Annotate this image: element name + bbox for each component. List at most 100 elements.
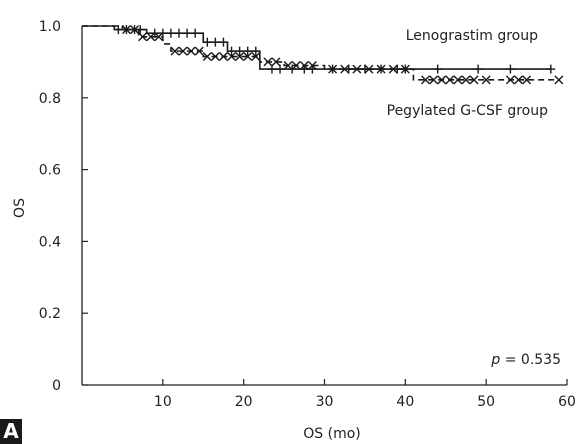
censor-plus-mark [235, 46, 245, 56]
censor-x-mark [178, 46, 188, 56]
censor-plus-mark [546, 64, 556, 74]
censor-x-stroke-b [421, 75, 431, 85]
censor-x-mark [291, 60, 301, 70]
p-value-symbol: p [490, 352, 500, 368]
censor-x-mark [186, 46, 196, 56]
censor-x-stroke-b [328, 64, 338, 74]
censor-x-stroke-b [170, 46, 180, 56]
censor-x-stroke-b [340, 64, 350, 74]
censor-x-stroke-b [481, 75, 491, 85]
y-axis-title: OS [12, 198, 28, 218]
p-value-annotation: p = 0.535 [490, 352, 561, 368]
censor-x-mark [514, 75, 523, 85]
y-tick-label: 1.0 [39, 19, 61, 35]
censor-x-mark [554, 75, 564, 85]
censor-x-mark [154, 32, 164, 42]
x-tick-label: 20 [235, 394, 253, 410]
censor-x-mark [445, 75, 455, 85]
censor-x-mark [469, 75, 479, 85]
censor-x-mark [352, 64, 362, 74]
censor-x-mark [429, 75, 439, 85]
censor-plus-mark [135, 25, 145, 35]
censor-x-mark [522, 75, 532, 85]
censor-plus-mark [210, 37, 220, 47]
censor-x-mark [271, 57, 281, 67]
censor-x-mark [283, 60, 293, 70]
censor-plus-mark [174, 28, 184, 38]
censor-x-mark [210, 52, 220, 62]
censor-plus-mark [267, 64, 277, 74]
censor-x-mark [263, 57, 273, 67]
censor-x-mark [437, 75, 447, 85]
y-tick-label: 0 [52, 378, 61, 394]
censor-x-mark [461, 75, 471, 85]
censor-x-mark [307, 60, 317, 70]
censor-x-mark [421, 75, 431, 85]
y-tick-label: 0.8 [39, 91, 61, 107]
censor-plus-mark [251, 46, 261, 56]
censor-plus-mark [182, 28, 192, 38]
censor-x-mark [218, 52, 228, 62]
censor-x-mark [299, 60, 309, 70]
x-tick-label: 40 [396, 394, 414, 410]
censor-plus-mark [473, 64, 483, 74]
censor-x-mark [453, 75, 463, 85]
censor-x-mark [388, 64, 398, 74]
censor-x-stroke-b [251, 52, 261, 62]
censor-x-stroke-b [263, 57, 273, 67]
censor-x-stroke-b [291, 60, 301, 70]
censor-x-stroke-b [445, 75, 455, 85]
censor-x-stroke-b [469, 75, 479, 85]
censor-plus-mark [243, 46, 253, 56]
censor-x-mark [170, 46, 180, 56]
censor-x-stroke-b [505, 75, 515, 85]
y-tick-label: 0.6 [39, 163, 61, 179]
censor-x-stroke-b [352, 64, 362, 74]
censor-marks [113, 25, 564, 85]
legend-pegylated: Pegylated G-CSF group [387, 103, 548, 119]
censor-x-stroke-b [202, 52, 212, 62]
censor-x-stroke-b [218, 52, 228, 62]
censor-x-stroke-b [453, 75, 463, 85]
censor-x-stroke-b [429, 75, 439, 85]
censor-plus-mark [505, 64, 515, 74]
censor-plus-mark [344, 64, 354, 74]
censor-plus-mark [227, 46, 237, 56]
censor-x-mark [202, 52, 212, 62]
censor-x-stroke-b [121, 25, 131, 35]
censor-x-stroke-b [210, 52, 220, 62]
censor-x-stroke-b [186, 46, 196, 56]
y-tick-label: 0.4 [39, 234, 61, 250]
censor-x-stroke-b [194, 46, 204, 56]
censor-plus-mark [275, 64, 285, 74]
censor-x-mark [138, 32, 148, 42]
censor-plus-mark [218, 37, 228, 47]
censor-x-stroke-b [307, 60, 317, 70]
censor-x-mark [121, 25, 131, 35]
censor-x-mark [328, 64, 338, 74]
censor-x-stroke-b [227, 52, 237, 62]
censor-x-stroke-b [243, 52, 253, 62]
censor-x-mark [364, 64, 374, 74]
censor-x-stroke-b [400, 64, 410, 74]
censor-x-stroke-b [178, 46, 188, 56]
censor-x-stroke-b [376, 64, 386, 74]
censor-x-stroke-b [437, 75, 447, 85]
y-tick-label: 0.2 [39, 306, 61, 322]
censor-x-stroke-b [554, 75, 564, 85]
censor-x-mark [251, 52, 261, 62]
censor-x-stroke-b [461, 75, 471, 85]
censor-x-mark [146, 32, 156, 42]
censor-x-mark [481, 75, 491, 85]
censor-plus-mark [113, 25, 123, 35]
censor-x-mark [505, 75, 515, 85]
censor-x-stroke-b [283, 60, 293, 70]
series-line-1 [82, 25, 559, 81]
censor-plus-mark [202, 37, 212, 47]
x-tick-label: 10 [154, 394, 172, 410]
censor-plus-mark [433, 64, 443, 74]
censor-x-mark [340, 64, 350, 74]
censor-x-mark [400, 64, 410, 74]
censor-plus-mark [392, 64, 402, 74]
x-tick-label: 30 [316, 394, 334, 410]
